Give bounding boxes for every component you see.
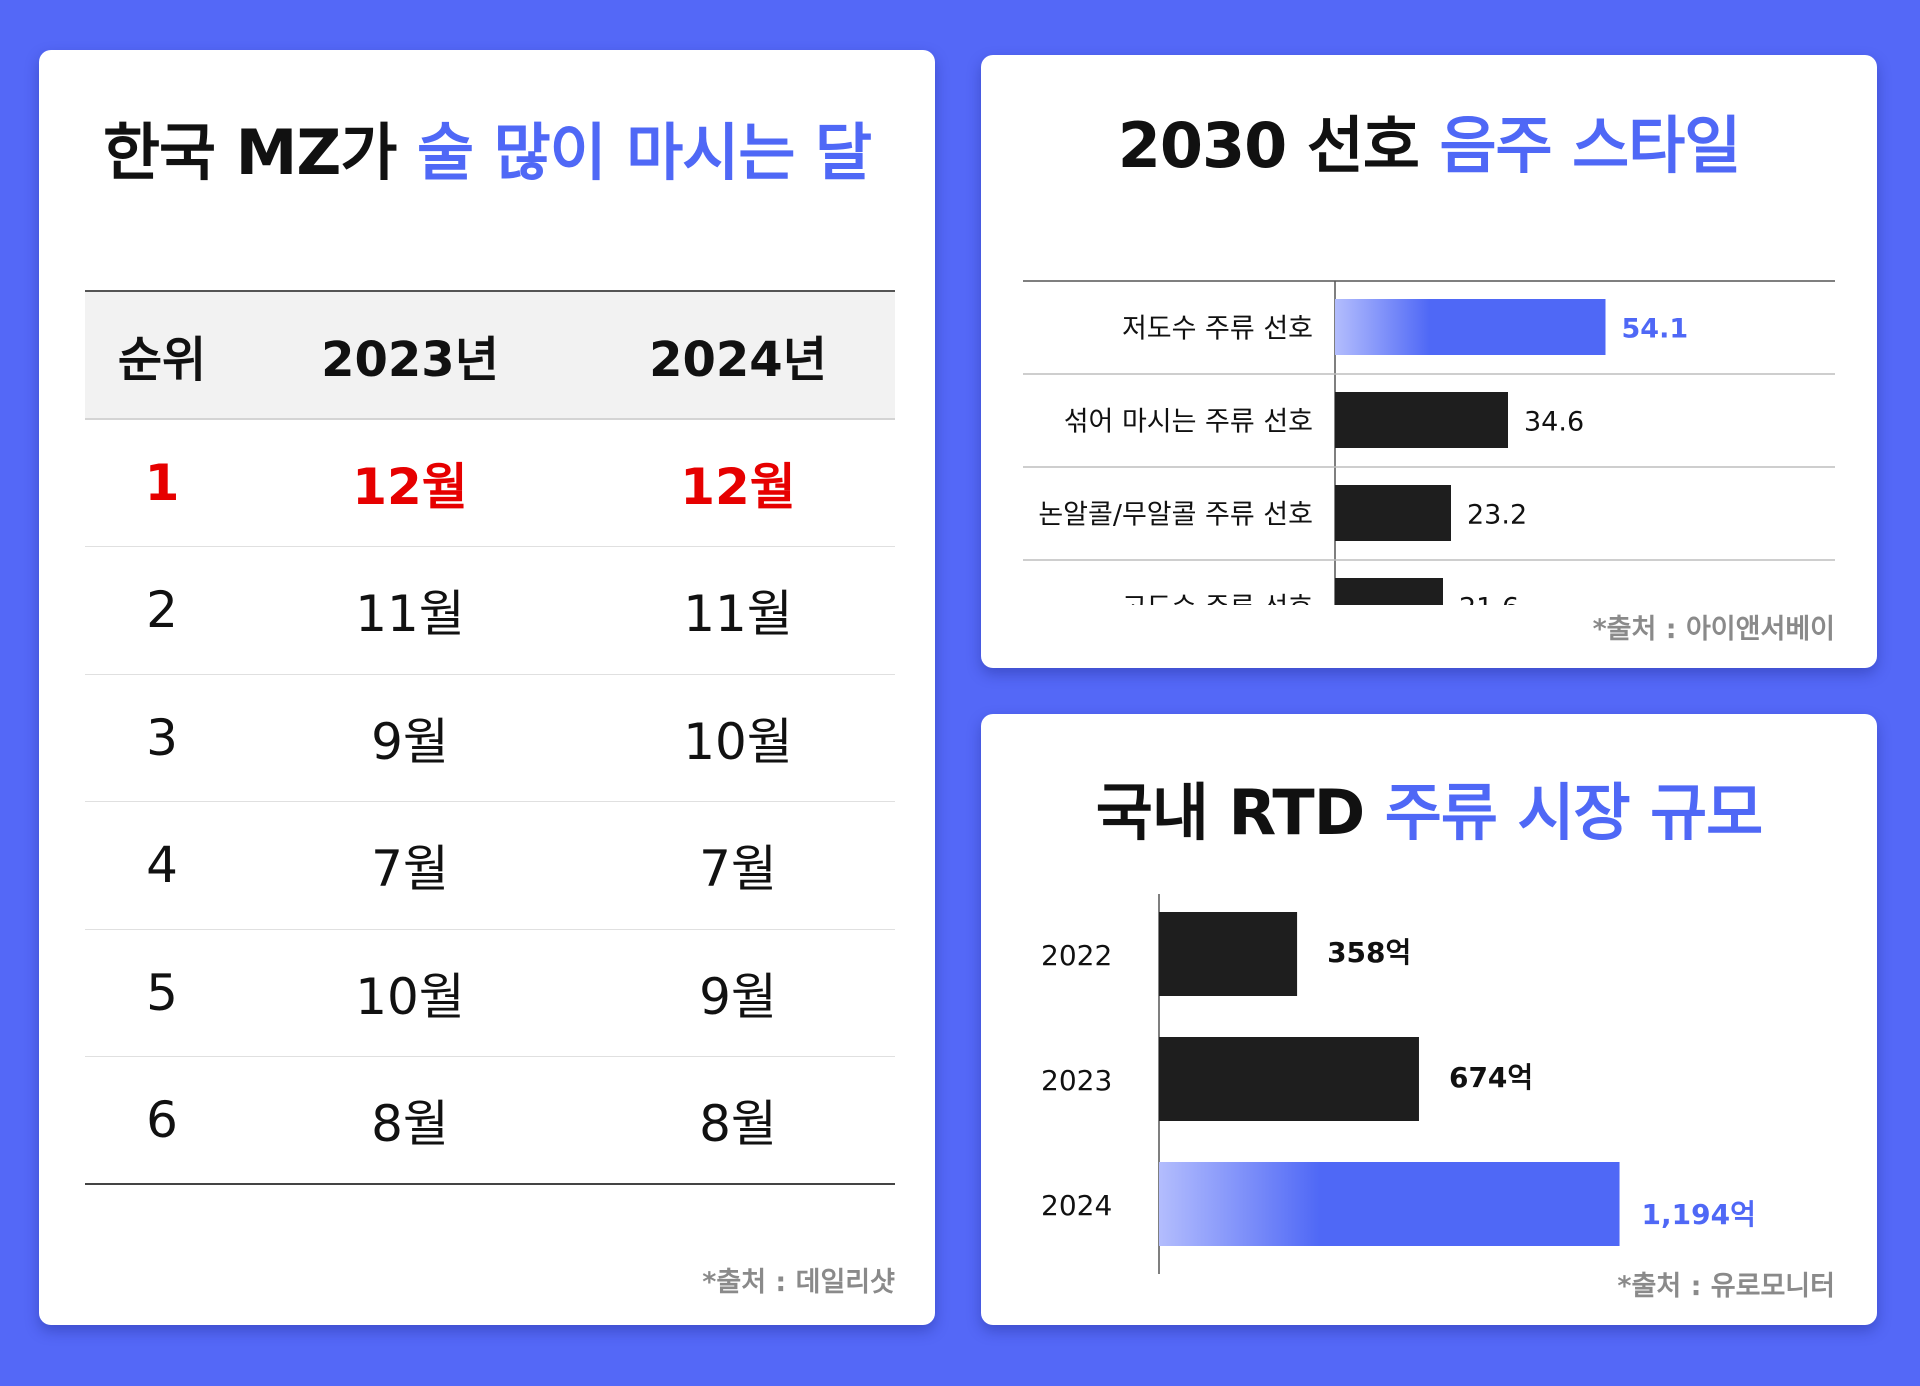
bar — [1335, 485, 1451, 541]
table-row: 3 9월 10월 — [85, 674, 895, 802]
year-label: 2023 — [1041, 1064, 1112, 1097]
rank-cell: 2 — [85, 546, 239, 675]
value-label: 23.2 — [1467, 500, 1527, 531]
table-row: 6 8월 8월 — [85, 1056, 895, 1185]
title-accent: 주류 시장 규모 — [1384, 776, 1763, 849]
card-title: 한국 MZ가 술 많이 마시는 달 — [39, 102, 935, 192]
month-2024-cell: 8월 — [581, 1056, 895, 1185]
bar — [1335, 299, 1606, 355]
bar — [1335, 578, 1443, 605]
drinking-month-card: 한국 MZ가 술 많이 마시는 달 순위 2023년 2024년 1 12월 1… — [39, 50, 935, 1325]
month-2023-cell: 8월 — [239, 1056, 581, 1185]
year-label: 2022 — [1041, 939, 1112, 972]
table-row: 2 11월 11월 — [85, 546, 895, 675]
month-2023-cell: 12월 — [239, 419, 581, 547]
bar — [1159, 912, 1298, 996]
source-note: *출처 : 데일리샷 — [702, 1267, 895, 1298]
rtd-market-bar-chart: 2022 358억 2023 674억 2024 1,194억 — [1041, 894, 1756, 1274]
card-title: 2030 선호 음주 스타일 — [981, 95, 1877, 185]
title-accent: 음주 스타일 — [1439, 109, 1742, 182]
header-2024: 2024년 — [649, 332, 827, 388]
category-label: 고도수 주류 선호 — [1122, 593, 1313, 606]
bar — [1159, 1037, 1419, 1121]
table-row: 4 7월 7월 — [85, 801, 895, 930]
value-label: 674억 — [1449, 1061, 1533, 1094]
drinking-style-card: 2030 선호 음주 스타일 저도수 주류 선호 54.1 섞어 마시는 주류 선호… — [981, 55, 1877, 668]
category-label: 논알콜/무알콜 주류 선호 — [1038, 500, 1313, 531]
year-label: 2024 — [1041, 1189, 1112, 1222]
month-2024-cell: 10월 — [581, 674, 895, 802]
month-2023-cell: 10월 — [239, 929, 581, 1057]
drinking-style-bar-chart: 저도수 주류 선호 54.1 섞어 마시는 주류 선호 34.6 논알콜/무알콜 주류 … — [1023, 280, 1835, 606]
header-rank: 순위 — [117, 332, 207, 388]
month-2023-cell: 9월 — [239, 674, 581, 802]
table-header-row: 순위 2023년 2024년 — [85, 291, 895, 419]
rank-cell: 1 — [85, 419, 239, 547]
value-label: 1,194억 — [1642, 1198, 1756, 1231]
rank-cell: 3 — [85, 674, 239, 802]
month-2023-cell: 7월 — [239, 801, 581, 930]
table-row: 5 10월 9월 — [85, 929, 895, 1057]
card-title: 국내 RTD 주류 시장 규모 — [981, 762, 1877, 852]
source-note: *출처 : 아이앤서베이 — [1592, 614, 1835, 645]
source-note: *출처 : 유로모니터 — [1617, 1271, 1835, 1302]
rank-cell: 5 — [85, 929, 239, 1057]
bar — [1335, 392, 1508, 448]
title-accent: 술 많이 마시는 달 — [416, 116, 872, 189]
month-2024-cell: 12월 — [581, 419, 895, 547]
value-label: 358억 — [1327, 936, 1411, 969]
value-label: 54.1 — [1622, 314, 1689, 345]
header-2023: 2023년 — [321, 332, 499, 388]
month-2024-cell: 7월 — [581, 801, 895, 930]
table-row: 1 12월 12월 — [85, 419, 895, 547]
ranking-table: 순위 2023년 2024년 1 12월 12월 2 11월 11월 3 9월 … — [85, 290, 895, 1185]
rank-cell: 6 — [85, 1056, 239, 1185]
month-2023-cell: 11월 — [239, 546, 581, 675]
bar — [1159, 1162, 1620, 1246]
title-main: 국내 RTD — [1095, 776, 1365, 849]
value-label: 21.6 — [1459, 593, 1519, 606]
rank-cell: 4 — [85, 801, 239, 930]
category-label: 저도수 주류 선호 — [1122, 314, 1313, 345]
value-label: 34.6 — [1524, 407, 1584, 438]
month-2024-cell: 11월 — [581, 546, 895, 675]
rtd-market-card: 국내 RTD 주류 시장 규모 2022 358억 2023 674억 2024 1,19… — [981, 714, 1877, 1325]
title-main: 한국 MZ가 — [103, 116, 397, 189]
category-label: 섞어 마시는 주류 선호 — [1064, 407, 1313, 438]
month-2024-cell: 9월 — [581, 929, 895, 1057]
title-main: 2030 선호 — [1117, 109, 1420, 182]
